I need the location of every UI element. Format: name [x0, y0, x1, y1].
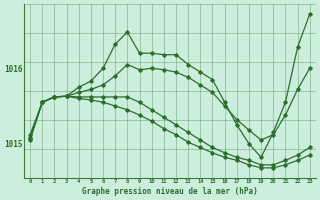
X-axis label: Graphe pression niveau de la mer (hPa): Graphe pression niveau de la mer (hPa): [82, 187, 258, 196]
